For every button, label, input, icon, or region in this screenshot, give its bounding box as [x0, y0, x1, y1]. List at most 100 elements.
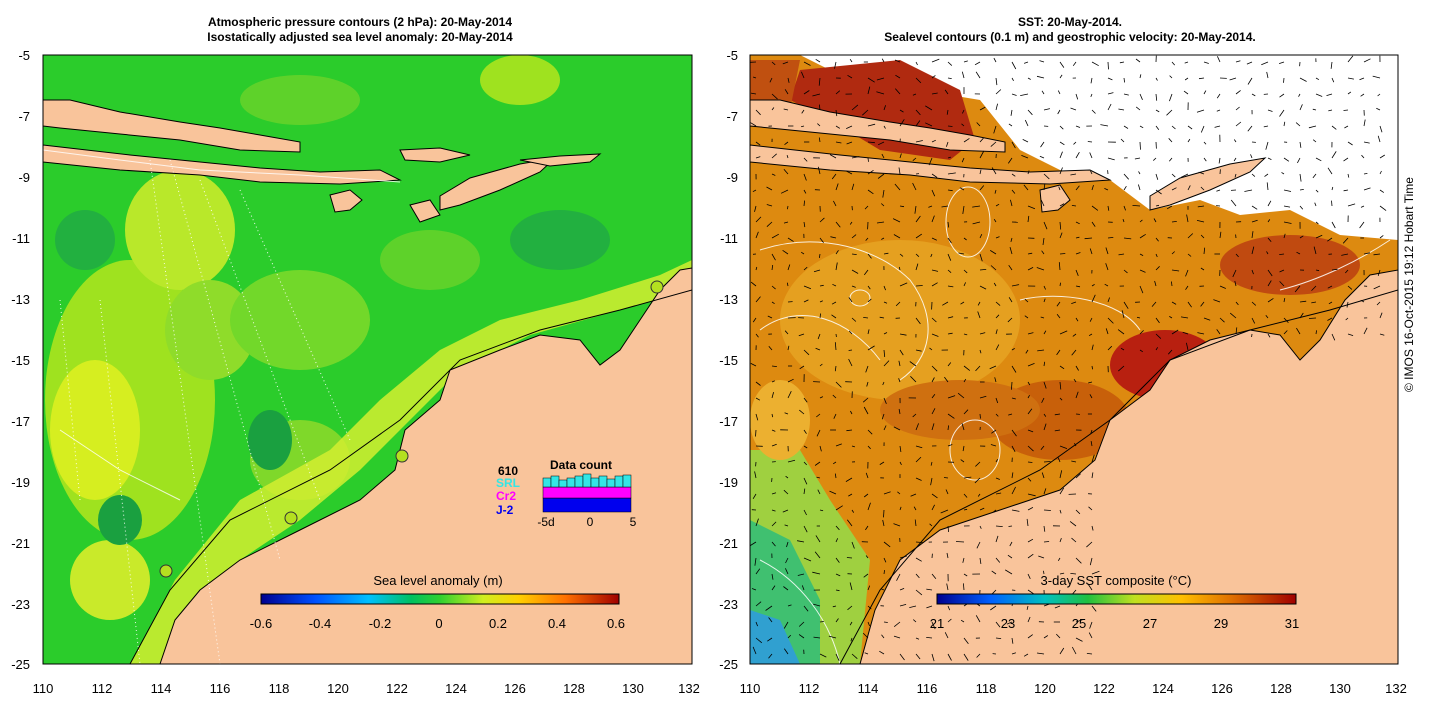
velocity-arrow — [828, 635, 837, 639]
velocity-arrow — [1043, 413, 1047, 417]
velocity-arrow — [851, 156, 860, 159]
velocity-arrow — [1377, 269, 1381, 277]
velocity-arrow — [1056, 633, 1061, 639]
velocity-arrow — [750, 541, 757, 547]
velocity-arrow — [1283, 298, 1286, 303]
velocity-arrow — [765, 605, 773, 611]
velocity-arrow — [883, 301, 888, 304]
velocity-arrow — [947, 253, 952, 261]
velocity-arrow — [944, 632, 949, 639]
velocity-arrow — [947, 425, 949, 431]
velocity-arrow — [1059, 470, 1063, 479]
velocity-arrow — [1295, 122, 1301, 127]
velocity-arrow — [1171, 221, 1177, 223]
velocity-arrow — [898, 408, 901, 415]
velocity-arrow — [1059, 538, 1062, 543]
indonesia-islands-sst — [750, 99, 1267, 213]
velocity-arrow — [784, 412, 789, 415]
lat-tick: -9 — [18, 170, 30, 185]
velocity-arrow — [1022, 139, 1029, 143]
velocity-arrow — [1059, 167, 1063, 175]
velocity-arrow — [1059, 445, 1068, 449]
velocity-arrow — [876, 221, 885, 224]
velocity-arrow — [883, 397, 887, 404]
velocity-arrow — [1027, 507, 1034, 511]
velocity-arrow — [1251, 269, 1254, 275]
velocity-arrow — [1283, 121, 1286, 127]
velocity-arrow — [1363, 252, 1371, 255]
velocity-arrow — [1089, 394, 1093, 399]
velocity-arrow — [1071, 205, 1077, 207]
velocity-arrow — [1343, 189, 1349, 192]
velocity-arrow — [1347, 77, 1354, 80]
velocity-arrow — [931, 333, 939, 337]
velocity-arrow — [1180, 316, 1189, 319]
velocity-arrow — [832, 283, 837, 287]
velocity-arrow — [914, 519, 917, 527]
velocity-arrow — [1171, 187, 1177, 191]
velocity-arrow — [963, 409, 969, 415]
sst-colorbar-tick: 25 — [1072, 616, 1086, 631]
velocity-arrow — [995, 637, 1002, 639]
sla-colorbar: Sea level anomaly (m) -0.6 -0.4 -0.2 0 0… — [250, 573, 625, 631]
velocity-arrow — [877, 141, 885, 146]
velocity-arrow — [1264, 173, 1269, 177]
velocity-arrow — [1023, 184, 1029, 191]
velocity-arrow — [1105, 328, 1109, 335]
velocity-arrow — [864, 205, 869, 210]
velocity-arrow — [817, 333, 821, 340]
indonesia-islands — [43, 99, 602, 223]
velocity-arrow — [1139, 349, 1144, 353]
velocity-arrow — [771, 153, 777, 159]
velocity-arrow — [883, 105, 886, 111]
sst-colorbar-tick: 31 — [1285, 616, 1299, 631]
velocity-arrow — [1186, 342, 1189, 351]
velocity-arrow — [829, 490, 837, 495]
velocity-arrow — [1036, 652, 1045, 655]
velocity-arrow — [1315, 221, 1319, 225]
velocity-arrow — [816, 413, 821, 418]
velocity-arrow — [1373, 253, 1381, 256]
velocity-arrow — [963, 573, 968, 577]
velocity-arrow — [1043, 488, 1047, 495]
velocity-arrow — [1155, 204, 1160, 207]
right-map-title: SST: 20-May-2014. Sealevel contours (0.1… — [830, 15, 1310, 45]
velocity-arrow — [1121, 310, 1125, 319]
velocity-arrow — [991, 429, 997, 434]
velocity-arrow — [912, 182, 917, 191]
velocity-arrow — [1308, 317, 1317, 319]
velocity-arrow — [752, 317, 757, 323]
velocity-arrow — [912, 93, 917, 96]
velocity-arrow — [1251, 219, 1258, 223]
velocity-arrow — [832, 394, 837, 399]
velocity-arrow — [1089, 248, 1093, 255]
velocity-arrow — [1299, 104, 1303, 111]
velocity-arrow — [1057, 109, 1061, 115]
velocity-arrow — [899, 604, 907, 607]
velocity-arrow — [819, 237, 824, 243]
velocity-arrow — [803, 189, 807, 194]
velocity-arrow — [803, 397, 808, 403]
velocity-arrow — [915, 349, 922, 352]
velocity-arrow — [1233, 157, 1237, 162]
velocity-arrow — [881, 237, 885, 240]
velocity-arrow — [1027, 634, 1033, 639]
velocity-arrow — [768, 653, 773, 659]
velocity-arrow — [1235, 327, 1238, 335]
velocity-arrow — [1372, 75, 1381, 79]
velocity-arrow — [1059, 647, 1065, 655]
data-count-bars — [542, 473, 632, 513]
velocity-arrow — [995, 236, 1000, 239]
velocity-arrow — [1296, 327, 1301, 335]
velocity-arrow — [1196, 220, 1205, 223]
velocity-arrow — [995, 525, 1003, 527]
velocity-arrow — [813, 603, 821, 607]
velocity-arrow — [787, 604, 792, 607]
velocity-arrow — [1200, 301, 1205, 307]
velocity-arrow — [1360, 205, 1365, 208]
velocity-arrow — [995, 344, 1000, 351]
right-title-line2: Sealevel contours (0.1 m) and geostrophi… — [884, 30, 1256, 44]
velocity-arrow — [995, 492, 1002, 495]
velocity-arrow — [979, 557, 982, 564]
velocity-arrow — [1251, 93, 1256, 97]
